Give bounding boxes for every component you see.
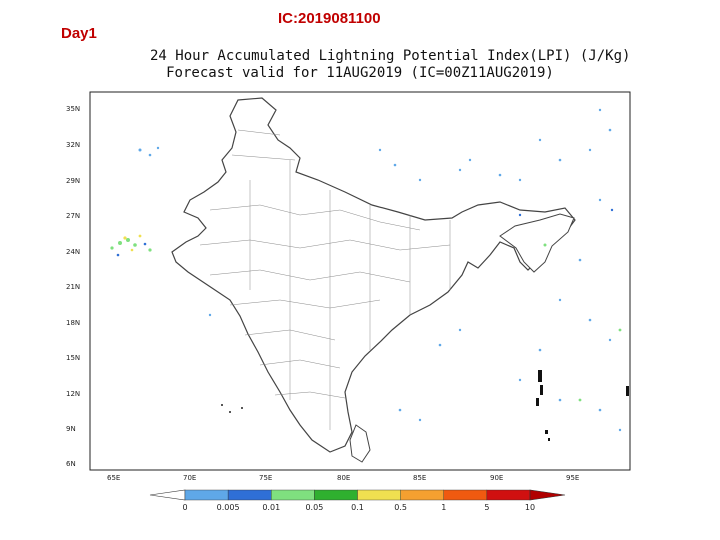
colorbar-segment [227,489,272,501]
district-boundaries [199,129,451,430]
colorbar-label: 1 [441,503,446,512]
colorbar-label: 5 [484,503,489,512]
colorbar-label: 0.005 [217,503,240,512]
lat-tick: 32N [66,141,80,149]
colorbar-segment [314,489,358,501]
lat-tick: 15N [66,354,80,362]
colorbar-segment [149,489,186,501]
colorbar-label: 0.01 [262,503,280,512]
map-title-line2: Forecast valid for 11AUG2019 (IC=00Z11AU… [166,65,554,81]
colorbar: 0 0.005 0.01 0.05 0.1 0.5 1 5 10 [149,489,566,512]
lat-tick: 29N [66,177,80,185]
lon-tick: 90E [490,474,503,482]
colorbar-label: 10 [525,503,535,512]
map-title: 24 Hour Accumulated Lightning Potential … [150,48,631,82]
longitude-axis: 65E 70E 75E 80E 85E 90E 95E [107,474,579,482]
lon-tick: 95E [566,474,579,482]
sri-lanka-outline [349,424,371,463]
lon-tick: 85E [413,474,426,482]
lon-tick: 65E [107,474,120,482]
latitude-axis: 35N 32N 29N 27N 24N 21N 18N 15N 12N 9N 6… [66,105,80,468]
lat-tick: 12N [66,390,80,398]
colorbar-segment [529,489,566,501]
andaman-nicobar-islands [536,370,629,441]
colorbar-segment [357,489,401,501]
northeast-india-outline [499,213,575,273]
colorbar-label: 0.1 [351,503,364,512]
colorbar-segment [184,489,229,501]
lon-tick: 75E [259,474,272,482]
lat-tick: 9N [66,425,76,433]
lat-tick: 27N [66,212,80,220]
day-label: Day1 [61,25,97,42]
lon-tick: 70E [183,474,196,482]
lat-tick: 6N [66,460,76,468]
colorbar-segment [271,489,315,501]
colorbar-segment [486,489,531,501]
initial-condition-label: IC:2019081100 [278,10,381,27]
colorbar-label: 0 [182,503,187,512]
colorbar-segment [443,489,488,501]
lat-tick: 24N [66,248,80,256]
lat-tick: 21N [66,283,80,291]
map-title-line1: 24 Hour Accumulated Lightning Potential … [150,48,631,64]
colorbar-label: 0.05 [305,503,323,512]
colorbar-segment [400,489,444,501]
lpi-scatter [110,108,622,432]
lat-tick: 35N [66,105,80,113]
lat-tick: 18N [66,319,80,327]
lon-tick: 80E [337,474,350,482]
lakshadweep-islands [221,404,243,413]
colorbar-label: 0.5 [394,503,407,512]
